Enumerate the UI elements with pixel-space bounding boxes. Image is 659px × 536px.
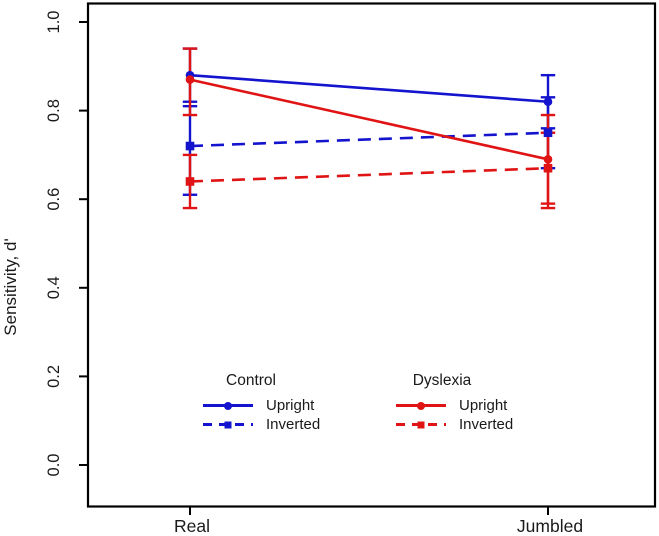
legend-entry-dyslexia-upright: Upright	[396, 397, 507, 414]
legend-title-dyslexia: Dyslexia	[412, 372, 472, 389]
legend-entry-control-inverted: Inverted	[203, 416, 320, 433]
legend-entry-dyslexia-inverted: Inverted	[396, 416, 513, 433]
svg-text:0.2: 0.2	[45, 365, 63, 388]
svg-text:1.0: 1.0	[45, 11, 63, 34]
svg-text:0.0: 0.0	[45, 454, 63, 477]
legend-sample-dashed-square-icon	[396, 416, 446, 433]
legend-entry-control-upright: Upright	[203, 397, 314, 414]
legend-label: Upright	[459, 397, 508, 414]
legend-sample-solid-circle-icon	[396, 397, 446, 414]
legend-label: Upright	[266, 397, 315, 414]
svg-text:Sensitivity, d': Sensitivity, d'	[1, 238, 20, 335]
legend-sample-solid-circle-icon	[203, 397, 253, 414]
svg-text:0.8: 0.8	[45, 99, 63, 122]
svg-text:0.4: 0.4	[45, 276, 63, 299]
svg-text:Jumbled: Jumbled	[517, 516, 583, 536]
legend-title-control: Control	[226, 372, 276, 389]
svg-text:0.6: 0.6	[45, 188, 63, 211]
legend-sample-dashed-square-icon	[203, 416, 253, 433]
svg-text:Real: Real	[174, 516, 210, 536]
legend-label: Inverted	[459, 416, 514, 433]
legend-label: Inverted	[266, 416, 321, 433]
